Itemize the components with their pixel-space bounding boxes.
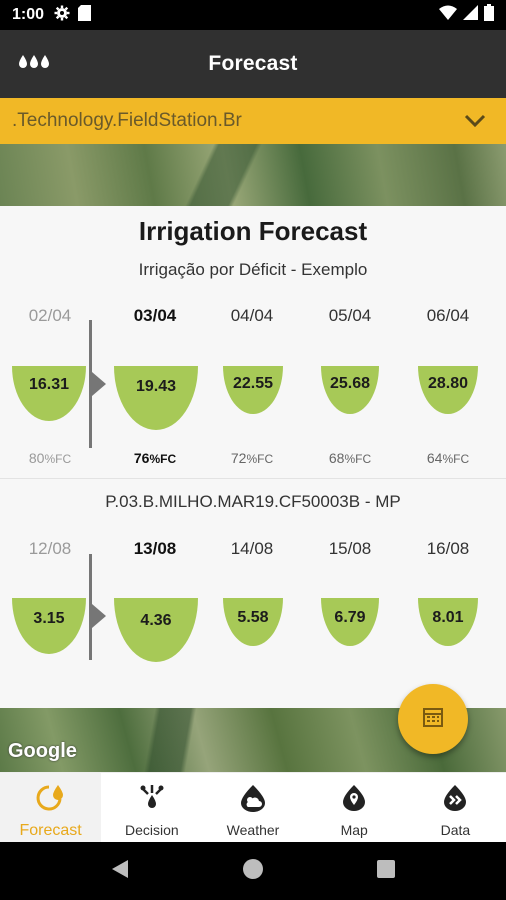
irrigation-bowl: 19.43 [114,366,198,430]
status-time: 1:00 [12,6,45,23]
app-bar: Forecast [0,30,506,98]
forecast-date: 02/04 [28,306,72,325]
fc-percent: 72 [230,450,247,466]
irrigation-bowl: 8.01 [418,598,478,646]
fc-unit: %FC [44,452,72,466]
calendar-fab-button[interactable] [398,684,468,754]
nav-item-weather[interactable]: Weather [202,773,303,842]
irrigation-bowl: 3.15 [12,598,86,654]
forecast-day[interactable]: 03/04 [110,306,200,326]
decision-icon [138,783,166,818]
forecast-day[interactable]: 16/08 [403,539,493,559]
data-icon [441,783,469,818]
irrigation-bowl: 16.31 [12,366,86,421]
home-icon[interactable] [241,857,265,886]
wifi-icon [439,5,457,25]
forecast-day[interactable]: 04/04 [207,306,297,326]
nav-label: Weather [226,822,280,838]
map-pin-icon [340,783,368,818]
settings-gear-icon [54,5,70,26]
station-selector[interactable]: .Technology.FieldStation.Br [0,98,506,144]
forecast-day[interactable]: 13/08 [110,539,200,559]
signal-icon [463,5,478,25]
forecast-day[interactable]: 06/04 [403,306,493,326]
section-subtitle: P.03.B.MILHO.MAR19.CF50003B - MP [105,492,401,511]
field-capacity: 68%FC [305,450,395,468]
irrigation-bowl: 5.58 [223,598,283,646]
fc-percent: 64 [426,450,443,466]
sd-card-icon [78,4,92,26]
today-marker-arrow-icon [92,604,106,628]
forecast-date: 05/04 [328,306,372,325]
irrigation-bowl: 25.68 [321,366,379,414]
bottom-navigation: Forecast Decision Weather [0,772,506,842]
menu-drops-icon[interactable] [18,54,50,70]
google-attribution: Google [8,740,77,762]
field-capacity: 80%FC [5,450,95,468]
forecast-date: 06/04 [426,306,470,325]
weather-icon [239,783,267,818]
forecast-day[interactable]: 05/04 [305,306,395,326]
forecast-day[interactable]: 12/08 [5,539,95,559]
irrigation-bowl: 22.55 [223,366,283,414]
nav-item-map[interactable]: Map [304,773,405,842]
fc-unit: %FC [344,452,372,466]
forecast-date: 15/08 [328,539,372,558]
card-title: Irrigation Forecast [138,216,368,246]
status-bar: 1:00 [0,0,506,30]
fc-percent: 80 [28,450,45,466]
nav-label: Decision [124,822,179,838]
system-navigation-bar [0,842,506,900]
forecast-date: 04/04 [230,306,274,325]
nav-item-forecast[interactable]: Forecast [0,773,102,842]
today-marker-line [89,554,92,660]
forecast-date: 03/04 [133,306,177,325]
irrigation-bowl: 4.36 [114,598,198,662]
forecast-date: 16/08 [426,539,470,558]
forecast-date: 14/08 [230,539,274,558]
recents-icon[interactable] [377,859,395,883]
irrigation-bowl: 6.79 [321,598,379,646]
nav-item-data[interactable]: Data [405,773,506,842]
forecast-day[interactable]: 02/04 [5,306,95,326]
today-marker-line [89,320,92,448]
fc-unit: %FC [246,452,274,466]
station-selector-value: .Technology.FieldStation.Br [12,110,242,131]
page-title: Forecast [208,52,298,75]
forecast-day[interactable]: 14/08 [207,539,297,559]
forecast-card: Irrigation Forecast Irrigação por Défici… [0,206,506,708]
irrigation-bowl: 28.80 [418,366,478,414]
nav-label: Data [440,822,471,838]
fc-percent: 68 [328,450,345,466]
fc-unit: %FC [149,452,177,466]
today-marker-arrow-icon [92,372,106,396]
nav-label: Map [340,822,368,838]
nav-item-decision[interactable]: Decision [101,773,202,842]
chevron-down-icon[interactable] [464,112,486,134]
field-capacity: 64%FC [403,450,493,468]
forecast-date: 12/08 [28,539,72,558]
section-divider [0,478,506,479]
nav-label: Forecast [19,822,82,839]
forecast-date: 13/08 [133,539,177,558]
forecast-icon [35,783,67,818]
satellite-map-top[interactable] [0,144,506,206]
battery-icon [484,4,494,26]
fc-unit: %FC [442,452,470,466]
back-icon[interactable] [111,859,129,884]
calendar-icon [422,706,444,733]
forecast-day[interactable]: 15/08 [305,539,395,559]
field-capacity: 72%FC [207,450,297,468]
fc-percent: 76 [133,450,150,466]
field-capacity: 76%FC [110,450,200,468]
section-subtitle: Irrigação por Déficit - Exemplo [138,260,368,279]
